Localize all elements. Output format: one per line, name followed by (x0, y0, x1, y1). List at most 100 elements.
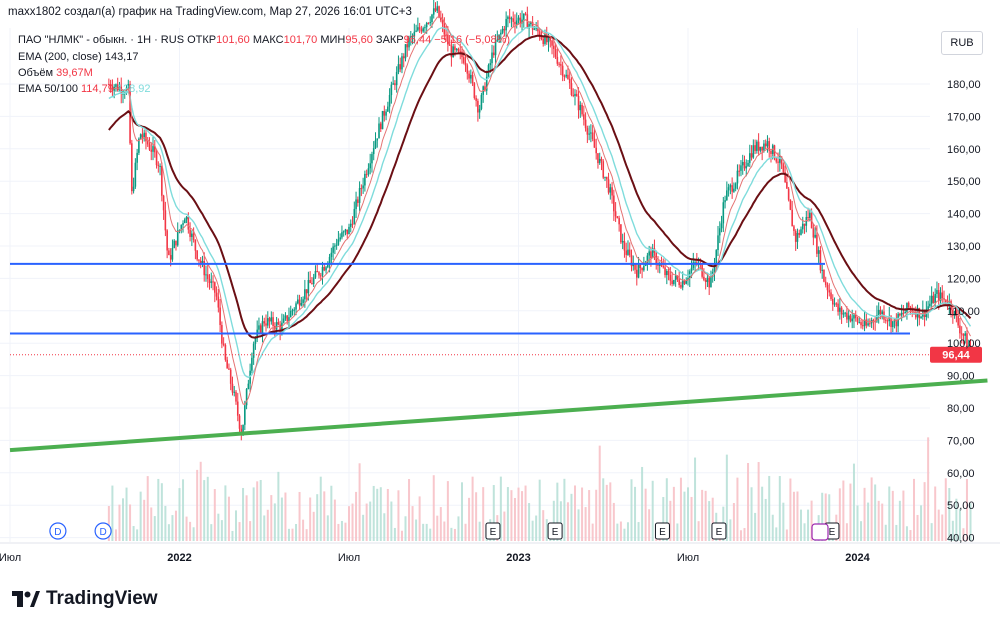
time-tick-label: Июл (0, 552, 21, 564)
candle-body (549, 37, 552, 41)
volume-bar (789, 478, 792, 541)
candle-body (964, 333, 967, 336)
candle-body (201, 260, 204, 263)
candle-body (425, 22, 428, 28)
candle-body (159, 165, 161, 167)
candle-body (796, 232, 799, 242)
candle-body (275, 322, 278, 330)
volume-bar (626, 522, 629, 541)
legend-close-value: 96,44 (403, 34, 432, 46)
legend-volume-row[interactable]: Объём 39,67M (18, 67, 93, 79)
candle-body (724, 200, 726, 203)
candle-body (581, 104, 583, 115)
price-tick-label: 80,00 (947, 403, 975, 415)
candle-body (595, 147, 597, 154)
volume-bar (400, 530, 403, 541)
candle-body (604, 176, 606, 178)
volume-bar (227, 496, 230, 541)
candle-body (254, 338, 257, 344)
candle-body (401, 56, 403, 70)
volume-bars (107, 437, 972, 541)
volume-bar (778, 476, 781, 541)
volume-bar (164, 505, 167, 541)
volume-bar (114, 529, 117, 541)
candle-body (577, 96, 580, 111)
candle-body (794, 231, 797, 242)
volume-bar (464, 523, 467, 541)
ema-lines (108, 16, 972, 405)
volume-bar (107, 505, 110, 541)
candle-body (805, 217, 808, 226)
legend-ema200-row[interactable]: EMA (200, close) 143,17 (18, 51, 138, 63)
candle-body (282, 318, 285, 323)
volume-bar (210, 524, 213, 541)
candle-body (646, 255, 649, 263)
candle-body (408, 37, 410, 48)
candle-body (447, 34, 449, 45)
earnings-marker-box (654, 522, 670, 540)
candle-body (904, 311, 906, 314)
candle-body (920, 316, 922, 319)
volume-bar (665, 478, 668, 541)
legend-symbol-row[interactable]: ПАО "НЛМК" - обыкн. · 1Н · RUS ОТКР101,6… (18, 34, 510, 46)
candle-body (258, 325, 260, 330)
candle-body (376, 138, 379, 141)
legend-ema50-100-row[interactable]: EMA 50/100 114,79 128,92 (18, 83, 151, 95)
volume-bar (679, 477, 682, 541)
volume-bar (545, 519, 548, 541)
time-axis: Июл2022Июл2023Июл2024Июл2025Июл2026Июл (0, 552, 871, 564)
volume-bar (386, 488, 389, 541)
legend-volume-label: Объём (18, 67, 54, 79)
candle-body (957, 316, 959, 326)
candle-body (856, 318, 859, 323)
candle-body (478, 108, 481, 113)
volume-bar (934, 486, 937, 541)
volume-bar (125, 487, 128, 541)
candle-body (966, 333, 968, 348)
candle-body (491, 52, 493, 64)
volume-bar (711, 497, 714, 541)
candle-body (353, 208, 356, 224)
volume-bar (747, 463, 750, 541)
candle-body (759, 146, 762, 151)
candle-body (572, 94, 575, 97)
candle-body (169, 255, 172, 260)
candle-body (362, 185, 364, 189)
candle-body (768, 141, 771, 151)
price-tick-label: 160,00 (947, 144, 981, 156)
candle-body (884, 319, 887, 321)
tradingview-logo[interactable]: TradingView (12, 588, 158, 610)
volume-bar (436, 515, 439, 541)
volume-bar (450, 527, 453, 541)
candle-body (108, 84, 110, 85)
candle-body (777, 161, 779, 163)
volume-bar (453, 528, 456, 541)
candle-body (357, 199, 359, 203)
price-tick-label: 50,00 (947, 500, 975, 512)
volume-bar (962, 528, 965, 541)
volume-bar (383, 513, 386, 541)
candle-body (602, 161, 605, 178)
candle-body (830, 292, 832, 299)
candle-body (955, 311, 958, 317)
candle-body (309, 279, 311, 284)
candle-body (374, 140, 377, 149)
volume-bar (146, 476, 149, 541)
volume-bar (160, 483, 163, 541)
volume-bar (422, 523, 425, 541)
candle-body (182, 223, 184, 225)
currency-button[interactable]: RUB (941, 31, 983, 55)
volume-bar (764, 498, 767, 541)
candle-body (775, 158, 778, 162)
candle-body (311, 283, 313, 285)
volume-bar (913, 478, 915, 541)
volume-bar (870, 477, 873, 541)
event-marker-label: D (54, 527, 61, 538)
legend-symbol[interactable]: ПАО "НЛМК" - обыкн. · 1Н · RUS (18, 34, 185, 46)
volume-bar (337, 523, 340, 541)
earnings-marker-box (485, 522, 501, 540)
candle-body (537, 26, 539, 32)
volume-bar (559, 501, 562, 541)
